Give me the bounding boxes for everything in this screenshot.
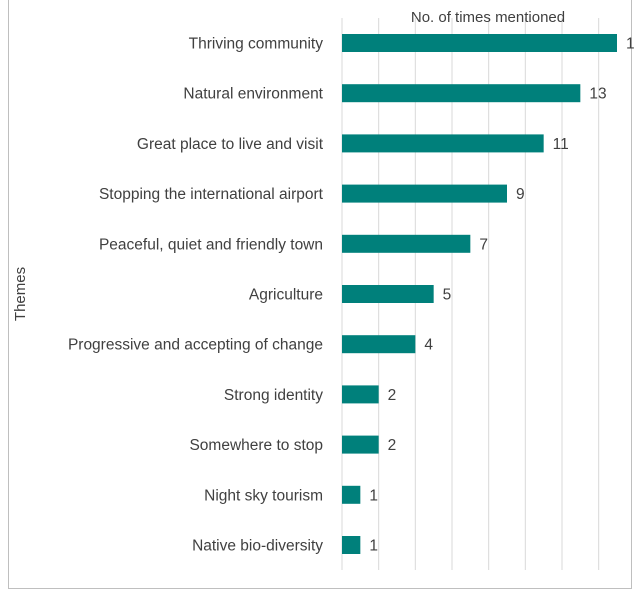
bar (342, 84, 581, 103)
chart-frame (8, 0, 632, 589)
value-label: 1 (369, 538, 378, 555)
value-label: 13 (589, 86, 606, 103)
category-label: Night sky tourism (204, 487, 323, 504)
value-label: 4 (424, 337, 433, 354)
value-label: 2 (388, 387, 397, 404)
value-label: 1 (369, 487, 378, 504)
value-label: 11 (553, 136, 569, 153)
category-labels: Thriving community Natural environment Gre… (68, 36, 324, 555)
category-label: Natural environment (183, 86, 323, 103)
category-label: Progressive and accepting of change (68, 337, 323, 354)
x-axis-title: No. of times mentioned (411, 9, 565, 26)
gridlines (341, 18, 600, 570)
bar (342, 435, 379, 454)
value-label: 7 (479, 236, 488, 253)
category-label: Agriculture (249, 287, 323, 304)
category-label: Native bio-diversity (192, 538, 323, 555)
category-label: Thriving community (189, 36, 324, 53)
bars (342, 34, 617, 554)
category-label: Strong identity (224, 387, 323, 404)
category-label: Stopping the international airport (99, 186, 324, 203)
value-label: 9 (516, 186, 525, 203)
bar (342, 485, 361, 504)
bar (342, 335, 416, 354)
y-axis-title: Themes (12, 267, 29, 321)
category-label: Peaceful, quiet and friendly town (99, 236, 323, 253)
bar (342, 536, 361, 554)
bar (342, 184, 507, 203)
value-label: 5 (443, 287, 452, 304)
category-label: Great place to live and visit (137, 136, 324, 153)
category-label: Somewhere to stop (189, 437, 323, 454)
bar (342, 285, 434, 303)
bar (342, 234, 471, 253)
value-label: 15 (626, 36, 634, 53)
value-label: 2 (388, 437, 397, 454)
bar (342, 34, 617, 52)
bar (342, 134, 544, 153)
value-labels: 15131197542211 (369, 36, 634, 555)
bar (342, 385, 379, 404)
